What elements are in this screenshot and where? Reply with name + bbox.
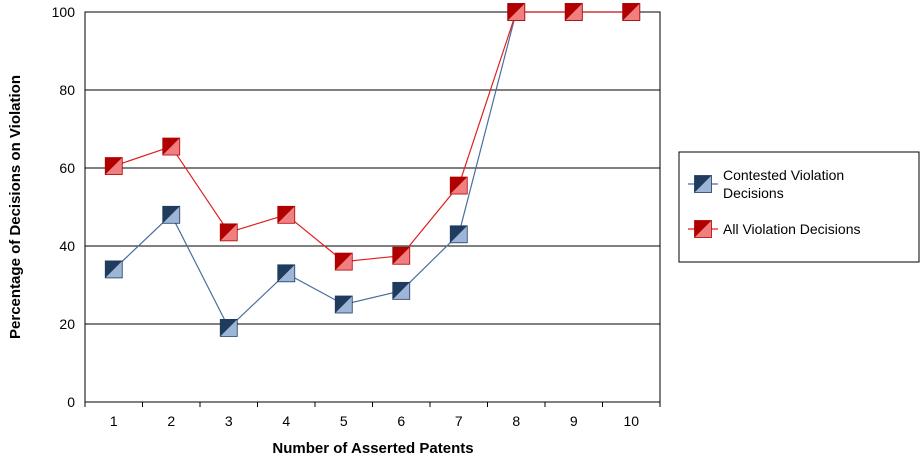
series-0	[104, 3, 641, 337]
marker-dark-half	[694, 220, 712, 238]
data-point-1-9	[564, 3, 583, 21]
y-tick-label-40: 40	[59, 238, 75, 254]
legend-entry-1: All Violation Decisions	[688, 220, 860, 238]
x-axis-title: Number of Asserted Patents	[272, 440, 473, 457]
y-tick-label-60: 60	[59, 160, 75, 176]
marker-dark-half	[277, 264, 295, 282]
data-point-0-1	[104, 260, 123, 279]
marker-dark-half	[392, 247, 410, 265]
x-axis-ticks: 1 2 3 4 5 6 7 8 9 10	[84, 402, 661, 429]
marker-dark-half	[392, 282, 410, 300]
series-line-1	[113, 11, 632, 263]
x-tick-label-6: 6	[397, 413, 405, 429]
marker-outline	[104, 260, 123, 279]
marker-dark-half	[335, 296, 353, 313]
x-tick-label-3: 3	[225, 413, 233, 429]
marker-dark-half	[507, 3, 525, 21]
data-point-1-5	[334, 252, 353, 271]
data-point-1-1	[104, 157, 123, 175]
marker-outline	[392, 281, 411, 300]
marker-dark-half	[694, 175, 712, 193]
legend-label-0-1: Decisions	[723, 185, 784, 201]
legend: Contested Violation Decisions All Violatio…	[678, 151, 920, 263]
data-point-0-4	[277, 264, 296, 283]
marker-dark-half	[162, 138, 180, 156]
data-point-0-2	[162, 205, 181, 224]
marker-outline	[277, 205, 296, 224]
series-1	[104, 3, 641, 271]
x-tick-label-4: 4	[282, 413, 290, 429]
data-point-0-7	[449, 225, 468, 244]
y-tick-label-0: 0	[67, 394, 75, 410]
marker-dark-half	[277, 206, 295, 224]
data-point-1-8	[507, 3, 526, 21]
legend-label-0-0: Contested Violation	[723, 167, 844, 183]
legend-marker-0	[694, 175, 712, 193]
marker-outline	[104, 157, 123, 175]
x-tick-label-8: 8	[512, 413, 520, 429]
y-axis-title: Percentage of Decisions on Violation	[7, 75, 24, 339]
marker-dark-half	[105, 157, 123, 175]
legend-label-1-0: All Violation Decisions	[723, 221, 860, 237]
x-tick-label-1: 1	[110, 413, 118, 429]
x-tick-label-10: 10	[623, 413, 639, 429]
data-point-1-4	[277, 205, 296, 224]
marker-outline	[694, 220, 712, 238]
marker-outline	[694, 175, 712, 193]
marker-outline	[219, 318, 238, 337]
marker-outline	[392, 246, 411, 265]
marker-dark-half	[162, 206, 180, 224]
marker-dark-half	[220, 223, 238, 241]
marker-outline	[277, 264, 296, 283]
y-tick-label-20: 20	[59, 316, 75, 332]
marker-outline	[449, 225, 468, 244]
marker-dark-half	[622, 3, 640, 21]
marker-outline	[334, 295, 353, 314]
marker-outline	[507, 3, 526, 21]
data-point-0-5	[334, 295, 353, 314]
data-point-1-7	[449, 176, 468, 195]
marker-outline	[622, 3, 641, 21]
marker-outline	[334, 252, 353, 271]
marker-outline	[162, 205, 181, 224]
x-tick-label-9: 9	[570, 413, 578, 429]
series-line-0	[113, 11, 632, 329]
legend-box	[678, 151, 920, 263]
marker-dark-half	[335, 253, 353, 271]
x-tick-label-7: 7	[455, 413, 463, 429]
legend-marker-1	[694, 220, 712, 238]
marker-dark-half	[450, 225, 468, 243]
y-axis-ticks: 0 20 40 60 80 100	[52, 4, 76, 410]
legend-entry-0: Contested Violation Decisions	[688, 167, 844, 201]
marker-outline	[219, 223, 238, 242]
y-tick-label-100: 100	[52, 4, 76, 20]
y-tick-label-80: 80	[59, 82, 75, 98]
series-layer	[104, 3, 641, 337]
data-point-1-10	[622, 3, 641, 21]
data-point-1-6	[392, 246, 411, 265]
marker-outline	[162, 137, 181, 156]
marker-dark-half	[105, 260, 123, 278]
data-point-1-3	[219, 223, 238, 242]
data-point-0-6	[392, 281, 411, 300]
data-point-0-3	[219, 318, 238, 337]
x-tick-label-5: 5	[340, 413, 348, 429]
marker-dark-half	[565, 3, 583, 21]
x-tick-label-2: 2	[167, 413, 175, 429]
marker-outline	[564, 3, 583, 21]
marker-dark-half	[220, 319, 238, 337]
marker-dark-half	[450, 177, 468, 195]
data-point-1-2	[162, 137, 181, 156]
marker-outline	[449, 176, 468, 195]
